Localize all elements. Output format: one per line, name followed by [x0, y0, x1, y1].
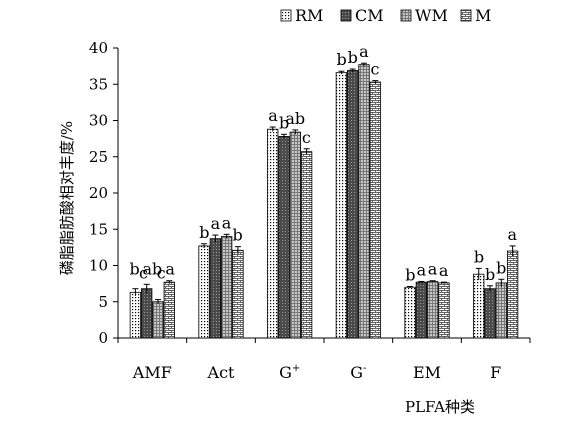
significance-letter: b: [405, 266, 415, 285]
significance-letter: a: [417, 260, 427, 279]
bar: [404, 286, 416, 339]
x-axis-title: PLFA种类: [405, 398, 475, 416]
significance-letter: b: [348, 48, 358, 67]
significance-letter: b: [496, 258, 506, 277]
x-tick-label: EM: [413, 363, 441, 382]
significance-letter: a: [268, 106, 278, 125]
significance-letter: c: [139, 264, 148, 283]
significance-letter: b: [474, 247, 484, 266]
y-axis-title: 磷脂脂肪酸相对丰度/%: [58, 121, 76, 275]
bar: [232, 249, 244, 339]
significance-letter: a: [211, 214, 221, 233]
significance-letter: b: [485, 265, 495, 284]
bar: [484, 288, 496, 339]
y-tick-label: 20: [89, 184, 108, 202]
significance-letter: b: [199, 223, 209, 242]
legend-swatch: [280, 9, 292, 22]
bar: [347, 70, 359, 339]
significance-letter: a: [428, 260, 438, 279]
significance-letter: a: [439, 261, 449, 280]
significance-letter: b: [129, 260, 139, 279]
significance-letter: ab: [142, 260, 162, 279]
bar: [209, 238, 222, 339]
bar: [335, 72, 348, 339]
x-tick-label: Act: [207, 363, 236, 382]
bar: [506, 250, 519, 339]
significance-letter: a: [359, 42, 369, 61]
significance-letter: c: [302, 128, 311, 147]
bar: [358, 64, 370, 339]
bar: [278, 136, 290, 339]
significance-letter: a: [222, 213, 232, 232]
bar: [300, 151, 313, 339]
significance-letter: a: [508, 225, 518, 244]
bar: [426, 281, 439, 339]
bar: [152, 301, 164, 339]
y-tick-label: 25: [89, 148, 108, 166]
legend-swatch: [400, 9, 412, 22]
legend-label: M: [475, 6, 491, 25]
bar: [369, 81, 381, 339]
legend-label: WM: [415, 6, 448, 25]
significance-letter: c: [157, 264, 166, 283]
bar: [220, 236, 233, 339]
bar: [141, 288, 153, 339]
axes: 0 5 10 15 20 25 30 35 40 磷脂脂肪酸相对丰度/% PLFA种类: [58, 39, 531, 416]
x-tick-label: G+: [279, 363, 300, 382]
significance-letter: c: [370, 60, 379, 79]
x-tick-label: F: [490, 363, 501, 382]
y-tick-label: 10: [89, 257, 108, 275]
significance-letter: a: [165, 260, 175, 279]
bar: [438, 282, 450, 339]
legend-swatch: [340, 9, 352, 22]
bar: [473, 273, 485, 339]
significance-letter: b: [279, 113, 289, 132]
x-tick-label: G-: [350, 363, 366, 382]
legend: RM CM WM M: [280, 6, 491, 25]
significance-letter: ab: [285, 109, 305, 128]
legend-label: CM: [355, 6, 384, 25]
y-tick-label: 40: [89, 39, 108, 57]
bar: [415, 281, 428, 339]
legend-swatch: [460, 9, 472, 22]
x-tick-label: AMF: [132, 363, 172, 382]
bar: [267, 128, 279, 339]
y-tick-label: 15: [89, 220, 108, 238]
y-tick-label: 0: [98, 329, 108, 347]
legend-label: RM: [295, 6, 323, 25]
bar: [289, 131, 301, 339]
bar: [129, 291, 142, 339]
y-tick-label: 30: [89, 112, 108, 130]
bar: [163, 281, 175, 339]
significance-letter: b: [233, 226, 243, 245]
y-tick-label: 5: [98, 293, 108, 311]
bars: [129, 62, 519, 339]
bar: [495, 282, 507, 339]
bar: [198, 245, 210, 339]
y-tick-label: 35: [89, 75, 108, 93]
significance-letter: b: [337, 50, 347, 69]
